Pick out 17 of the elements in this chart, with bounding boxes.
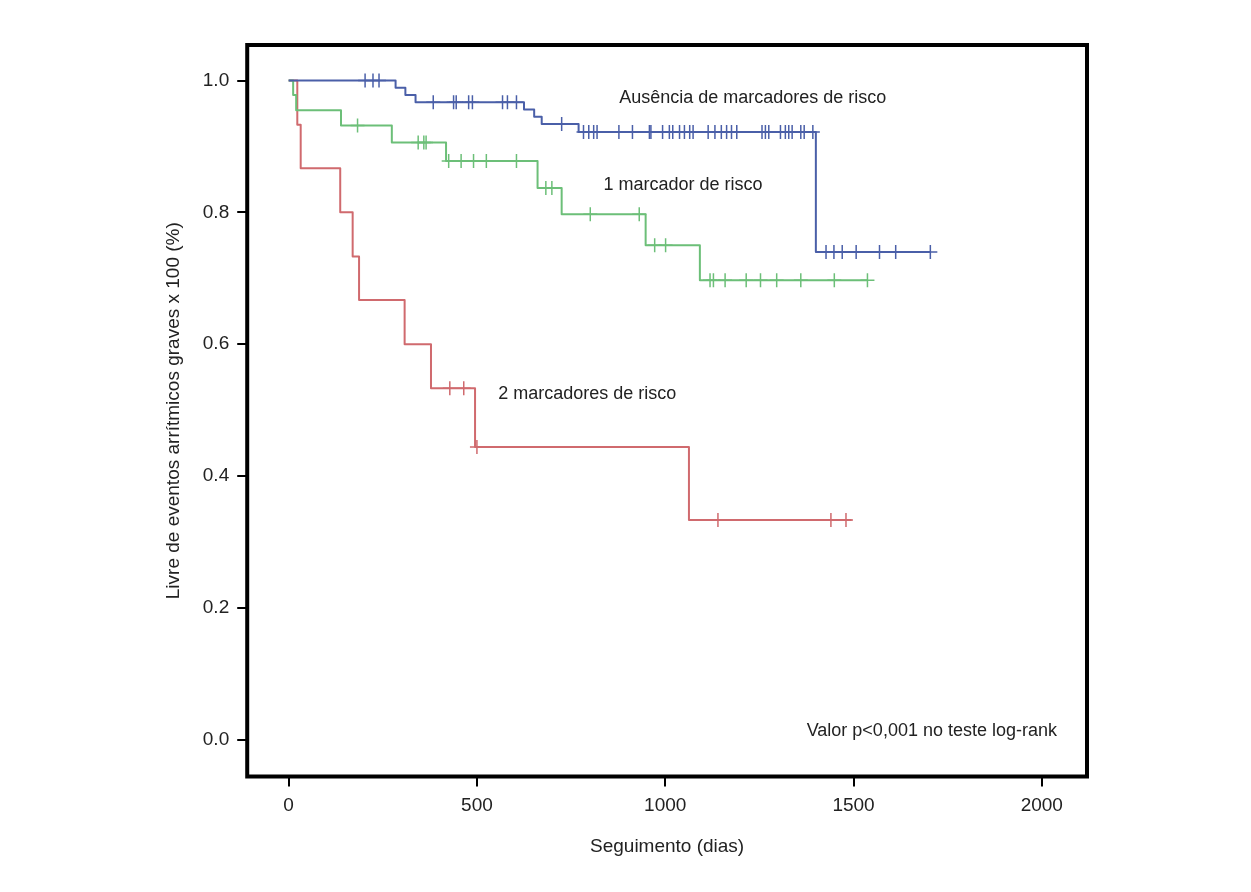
annotation: Valor p<0,001 no teste log-rank <box>806 720 1058 741</box>
y-tick-label: 0.4 <box>202 464 230 486</box>
series-label: 2 marcadores de risco <box>498 382 677 403</box>
y-tick-label: 0.8 <box>202 200 230 222</box>
y-tick-label: 1.0 <box>202 68 230 90</box>
x-tick-label: 500 <box>461 794 493 816</box>
y-tick-label: 0.2 <box>202 595 230 617</box>
y-axis-title: Livre de eventos arrítmicos graves x 100 (%) <box>161 222 183 600</box>
y-tick-label: 0.0 <box>202 727 230 749</box>
x-axis-title: Seguimento (dias) <box>590 834 745 856</box>
x-tick-label: 2000 <box>1020 794 1063 816</box>
x-tick-label: 1500 <box>832 794 875 816</box>
y-tick-label: 0.6 <box>202 332 230 354</box>
x-tick-label: 1000 <box>644 794 687 816</box>
series-label: 1 marcador de risco <box>603 174 763 195</box>
x-tick-label: 0 <box>283 794 294 816</box>
series-label: Ausência de marcadores de risco <box>619 87 887 108</box>
